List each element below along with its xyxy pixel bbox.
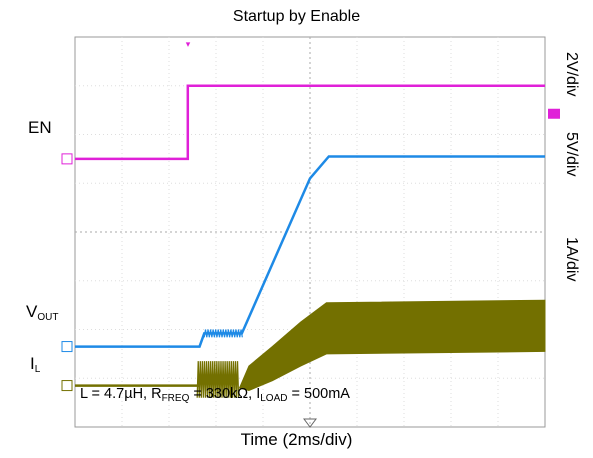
il-scale-label: 1A/div: [563, 237, 580, 282]
en-scale-label: 2V/div: [563, 52, 580, 97]
en-marker: [61, 153, 73, 165]
conditions-annotation: L = 4.7µH, RFREQ = 330kΩ, ILOAD = 500mA: [80, 386, 350, 404]
en-level-marker: [548, 108, 560, 119]
trigger-marker: ▾: [186, 39, 191, 49]
vout-ripple: [203, 329, 243, 338]
il-marker: [61, 380, 73, 392]
vout-scale-label: 5V/div: [563, 132, 580, 177]
vout-label: VOUT: [26, 302, 59, 323]
vout-marker: [61, 341, 73, 353]
chart-title: Startup by Enable: [232, 8, 361, 25]
en-label: EN: [28, 118, 52, 137]
x-axis-label: Time (2ms/div): [240, 430, 353, 449]
il-label: IL: [30, 354, 41, 375]
en-trace: [75, 84, 545, 161]
il-switching-envelope: [238, 299, 546, 391]
trigger-position-marker: [303, 418, 317, 428]
il-startup-burst: [196, 361, 240, 398]
